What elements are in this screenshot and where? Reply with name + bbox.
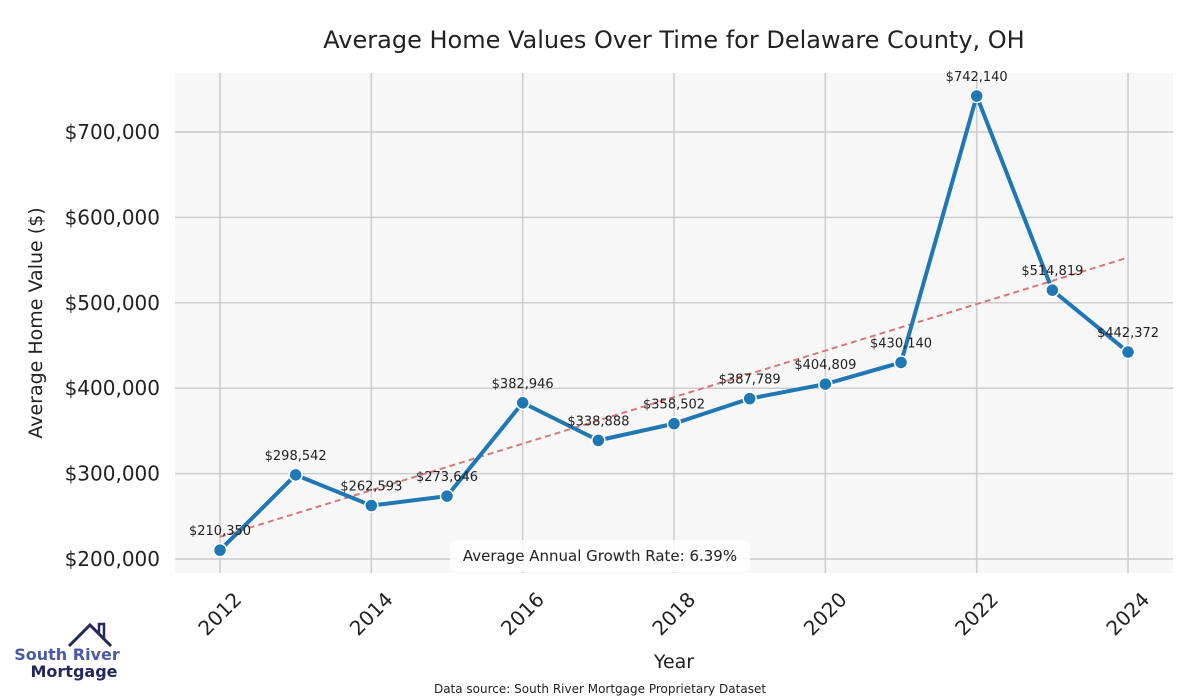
x-tick-label: 2014 xyxy=(345,587,398,640)
data-label: $442,372 xyxy=(1097,326,1159,341)
chart-title: Average Home Values Over Time for Delawa… xyxy=(323,26,1024,54)
y-tick-label: $500,000 xyxy=(65,291,160,315)
data-point xyxy=(893,355,909,370)
y-tick-label: $300,000 xyxy=(65,462,160,486)
y-tick-label: $200,000 xyxy=(65,547,160,571)
data-point xyxy=(515,395,530,411)
x-tick-label: 2022 xyxy=(950,587,1003,640)
data-label: $387,789 xyxy=(719,373,781,388)
x-tick-label: 2016 xyxy=(496,587,549,640)
logo: South River Mortgage xyxy=(14,622,120,681)
data-point xyxy=(212,542,228,558)
growth-rate-annotation: Average Annual Growth Rate: 6.39% xyxy=(463,547,737,565)
data-point xyxy=(1120,344,1136,360)
annotation-box xyxy=(450,540,750,572)
data-label: $430,140 xyxy=(870,336,932,351)
data-point xyxy=(818,376,833,392)
data-label: $404,809 xyxy=(794,358,856,373)
data-label: $298,542 xyxy=(265,449,327,464)
data-source: Data source: South River Mortgage Propri… xyxy=(434,682,766,696)
data-point xyxy=(666,416,682,431)
data-label: $210,350 xyxy=(189,524,251,539)
x-tick-label: 2024 xyxy=(1101,587,1154,640)
data-point xyxy=(1045,282,1060,298)
x-tick-label: 2020 xyxy=(799,587,852,640)
data-point xyxy=(364,498,379,513)
data-point xyxy=(591,433,606,448)
y-tick-label: $600,000 xyxy=(65,205,160,229)
data-label: $338,888 xyxy=(567,414,629,429)
x-tick-label: 2012 xyxy=(193,587,246,640)
logo-line1: South River xyxy=(14,645,120,664)
data-point xyxy=(439,488,455,504)
y-tick-label: $700,000 xyxy=(65,120,160,144)
x-axis-label: Year xyxy=(653,651,694,673)
y-tick-label: $400,000 xyxy=(65,376,160,400)
data-point xyxy=(742,391,757,406)
data-label: $742,140 xyxy=(946,70,1008,85)
trend-line xyxy=(219,256,1129,538)
data-label: $514,819 xyxy=(1021,264,1083,279)
y-axis-label: Average Home Value ($) xyxy=(25,207,47,438)
data-point xyxy=(288,467,303,483)
data-label: $262,593 xyxy=(340,480,402,495)
logo-line2: Mortgage xyxy=(30,662,117,681)
x-tick-label: 2018 xyxy=(647,587,700,640)
data-label: $382,946 xyxy=(492,377,554,392)
data-label: $358,502 xyxy=(643,398,705,413)
data-label: $273,646 xyxy=(416,470,478,485)
chimney-icon xyxy=(97,622,106,639)
data-point xyxy=(969,88,984,104)
